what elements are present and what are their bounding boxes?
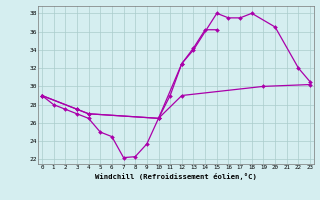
X-axis label: Windchill (Refroidissement éolien,°C): Windchill (Refroidissement éolien,°C) [95,173,257,180]
